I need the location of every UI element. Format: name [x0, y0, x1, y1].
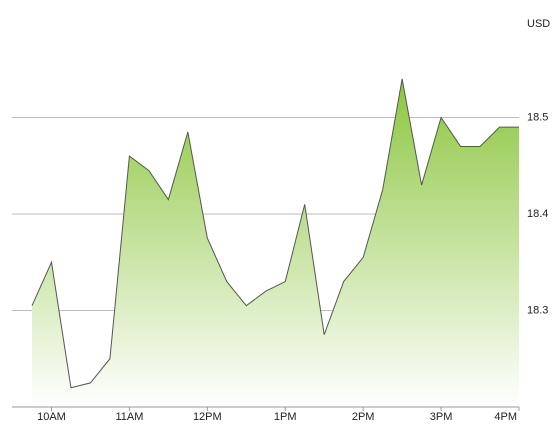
y-tick-label: 18.5 [527, 111, 548, 123]
x-tick-label: 10AM [37, 411, 66, 423]
area-fill [32, 78, 519, 408]
x-tick-label: 3PM [430, 411, 453, 423]
x-tick-label: 12PM [193, 411, 222, 423]
x-tick-label: 2PM [352, 411, 375, 423]
y-tick-label: 18.3 [527, 304, 548, 316]
y-axis-label: USD [527, 18, 550, 30]
x-tick-label: 11AM [115, 411, 143, 423]
x-tick-label: 4PM [494, 411, 517, 423]
area-line [31, 78, 519, 389]
y-tick-label: 18.4 [527, 208, 548, 220]
x-tick-label: 1PM [274, 411, 297, 423]
